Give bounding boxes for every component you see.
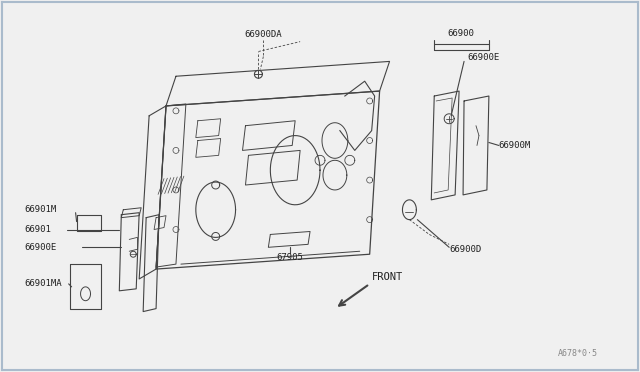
Text: 66901M: 66901M [24, 205, 56, 214]
Text: A678*0·5: A678*0·5 [558, 349, 598, 357]
Text: 66900M: 66900M [499, 141, 531, 150]
Text: 66900: 66900 [447, 29, 474, 38]
Text: 66901: 66901 [24, 225, 51, 234]
Text: FRONT: FRONT [372, 272, 403, 282]
Text: 66900E: 66900E [24, 243, 56, 252]
Text: 66900E: 66900E [467, 53, 499, 62]
Text: 66900DA: 66900DA [244, 30, 282, 39]
Text: 66900D: 66900D [449, 245, 481, 254]
Text: 67905: 67905 [276, 253, 303, 262]
Text: 66901MA: 66901MA [24, 279, 61, 288]
